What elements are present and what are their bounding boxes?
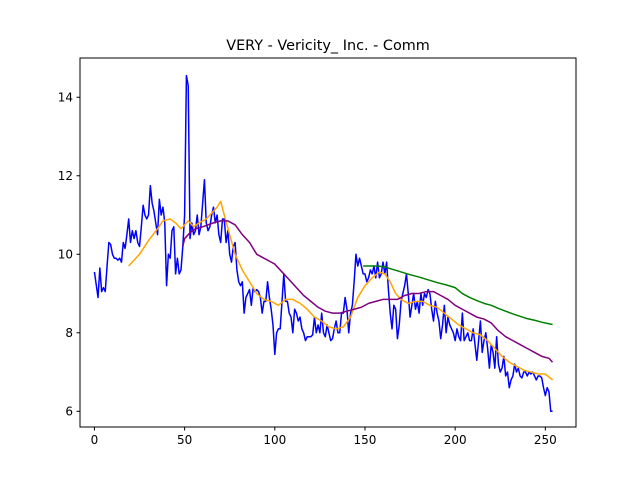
series-line-4 xyxy=(363,265,553,326)
x-tick-label: 0 xyxy=(91,433,99,447)
x-tick-label: 50 xyxy=(177,433,192,447)
x-tick-label: 200 xyxy=(444,433,467,447)
series-line-1 xyxy=(93,74,553,413)
axes-layer: 0 50 100 150 200 250 6 8 10 12 14 xyxy=(58,90,557,447)
y-tick-label: 12 xyxy=(58,169,73,183)
y-tick-label: 8 xyxy=(65,326,73,340)
y-tick-label: 14 xyxy=(58,90,73,104)
x-tick-label: 100 xyxy=(263,433,286,447)
y-tick-label: 10 xyxy=(58,247,73,261)
plot-frame xyxy=(79,57,577,428)
series-line-3 xyxy=(182,220,554,363)
x-tick-label: 150 xyxy=(354,433,377,447)
series-line-2 xyxy=(128,200,554,381)
chart-title: VERY - Vericity_ Inc. - Comm xyxy=(226,38,430,54)
y-tick-label: 6 xyxy=(65,404,73,418)
x-tick-label: 250 xyxy=(534,433,557,447)
series-layer xyxy=(93,74,554,413)
